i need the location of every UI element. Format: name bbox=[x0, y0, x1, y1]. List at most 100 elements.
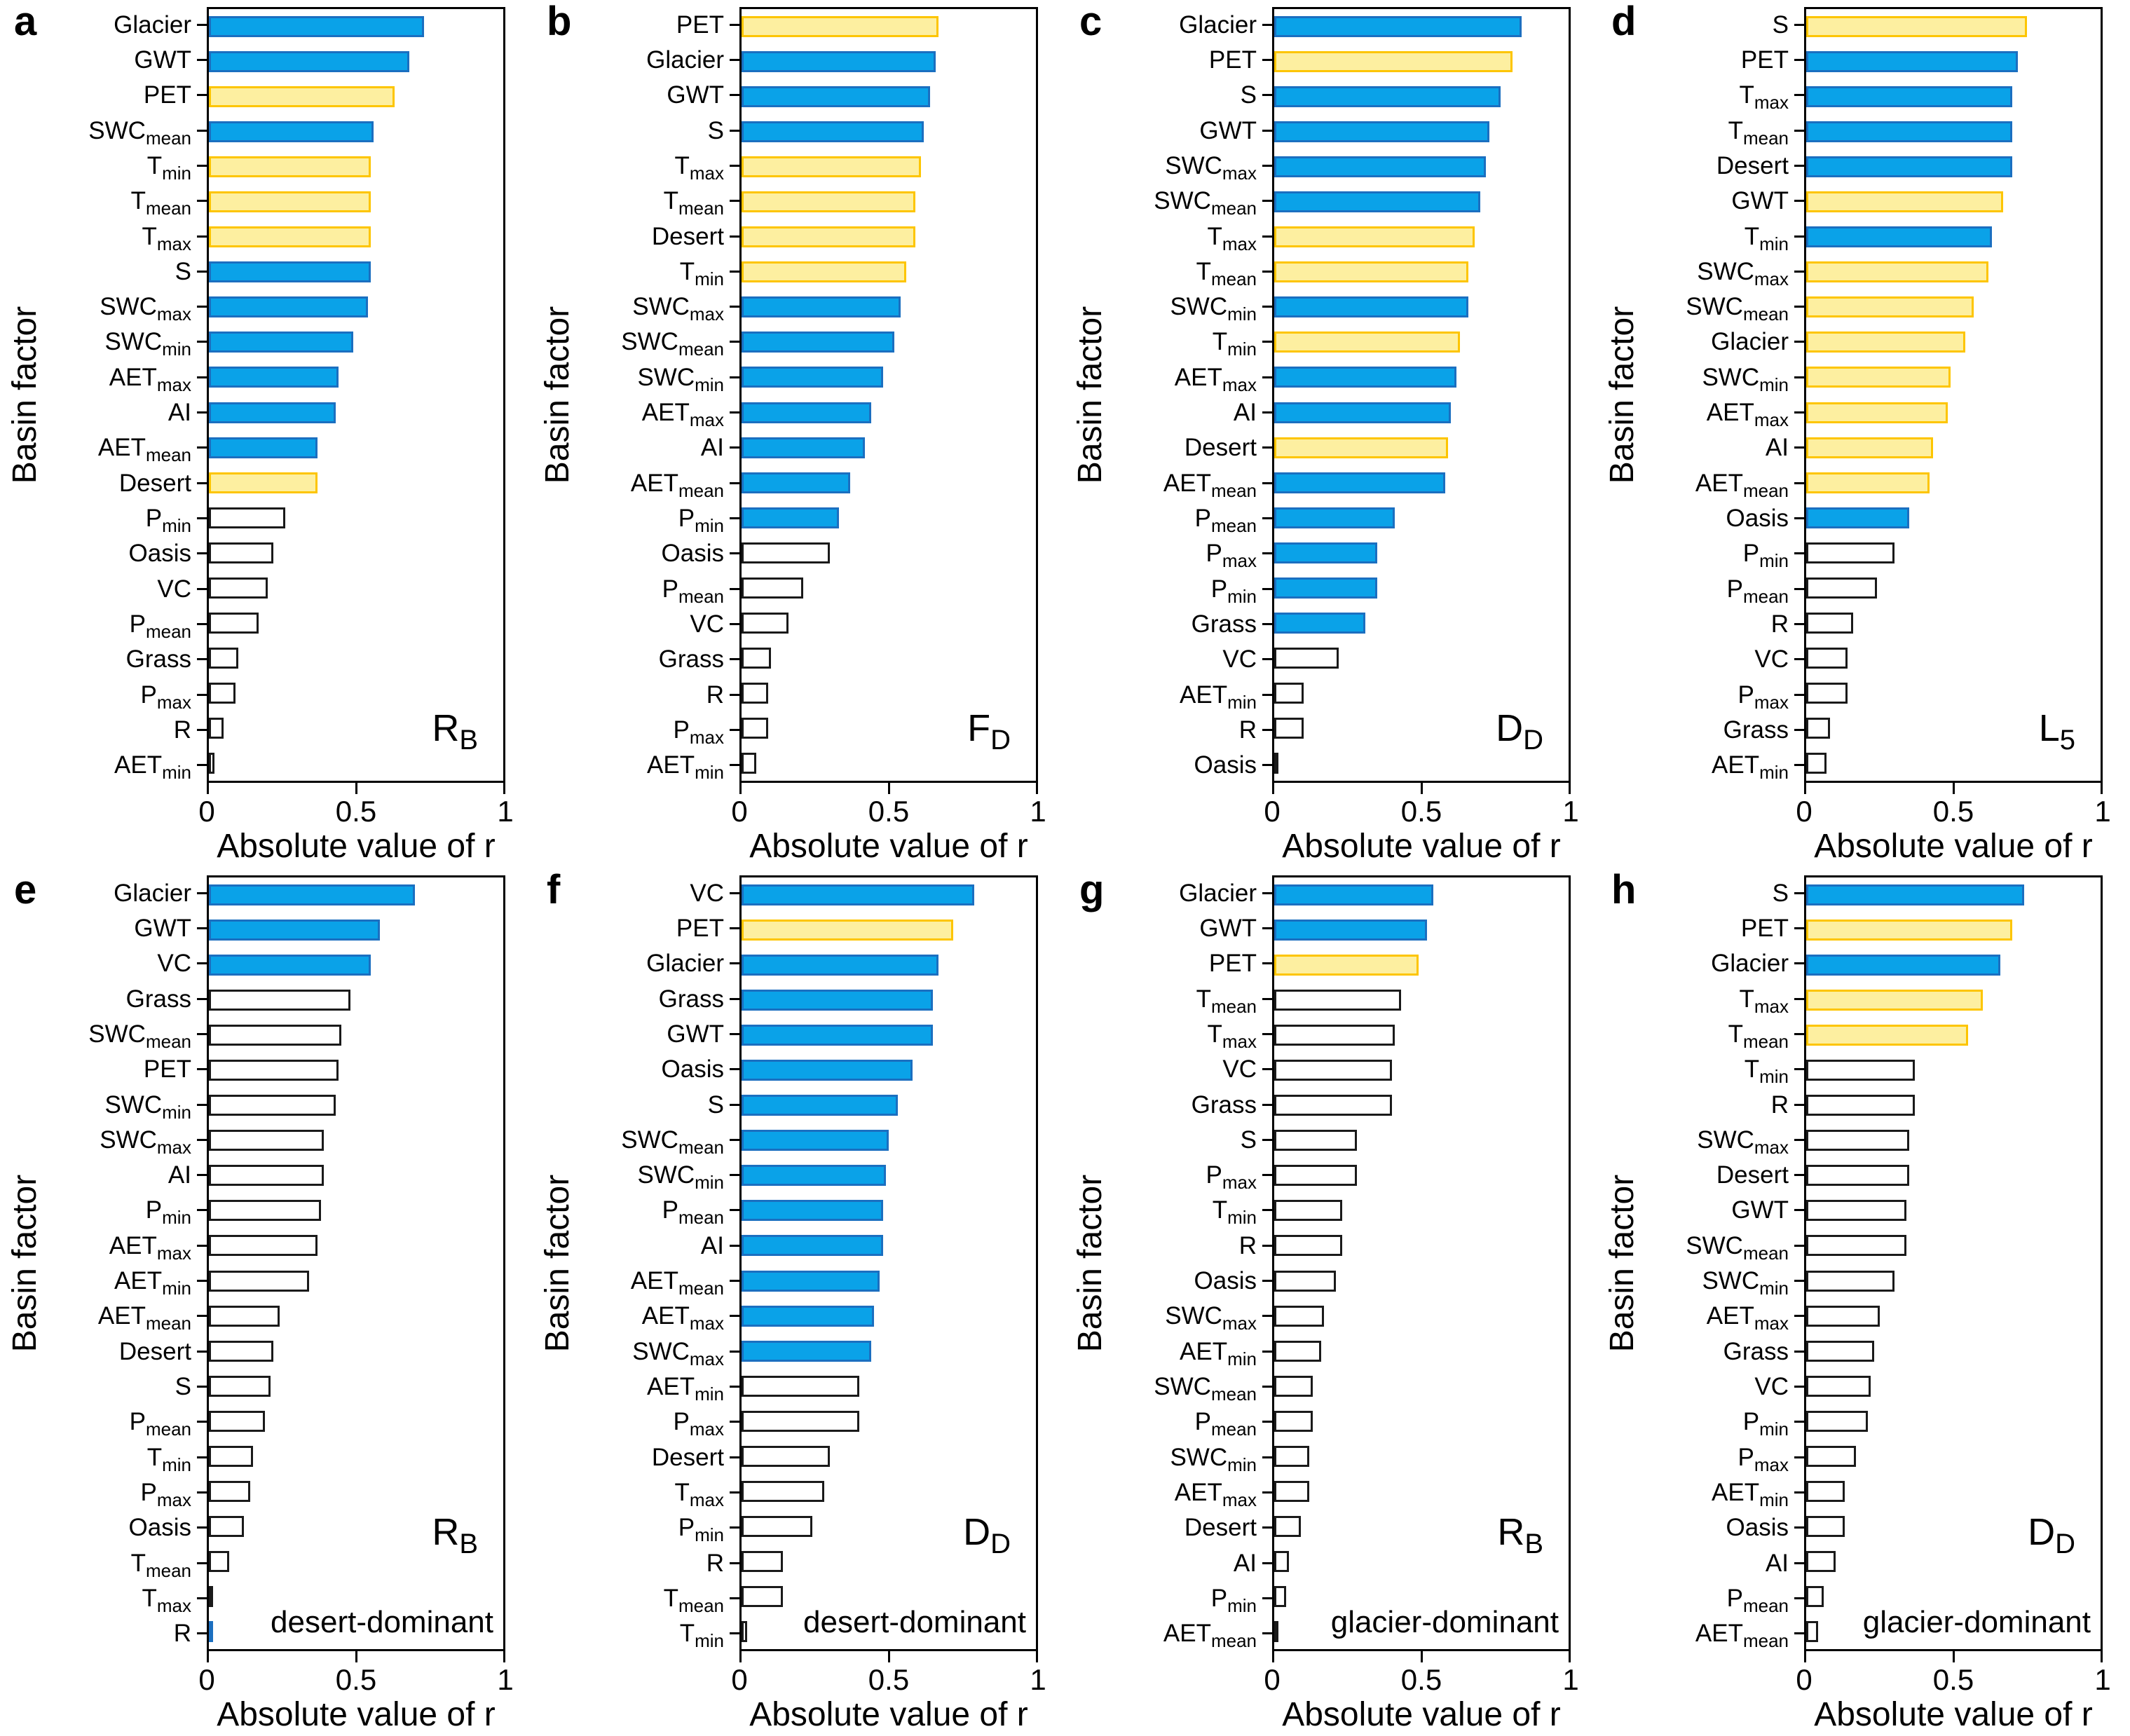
bar-row bbox=[1274, 1264, 1569, 1299]
bar-P-max bbox=[1274, 542, 1377, 563]
category-label: GWT bbox=[667, 1020, 724, 1048]
category-label-row: Glacier bbox=[1597, 946, 1804, 981]
x-tick-label: 1 bbox=[497, 1663, 514, 1696]
bar-row bbox=[209, 1439, 503, 1474]
bar-row bbox=[209, 570, 503, 606]
category-label-row: Tmean bbox=[1597, 1016, 1804, 1051]
bar-row bbox=[1274, 1158, 1569, 1193]
category-label-row: PET bbox=[533, 910, 739, 945]
category-label-row: Grass bbox=[1065, 606, 1272, 641]
category-label: SWCmean bbox=[1154, 187, 1257, 219]
category-label-row: S bbox=[533, 113, 739, 148]
bar-AET-min bbox=[209, 753, 215, 774]
y-tick-mark bbox=[730, 270, 739, 273]
bar-T-mean bbox=[742, 1585, 783, 1607]
bar-row bbox=[209, 1053, 503, 1088]
bar-AET-max bbox=[742, 402, 871, 423]
bar-row bbox=[742, 1509, 1036, 1544]
category-label-row: AI bbox=[1597, 430, 1804, 465]
y-tick-mark bbox=[197, 1597, 207, 1599]
category-label-row: PET bbox=[1597, 910, 1804, 945]
y-tick-mark bbox=[197, 341, 207, 343]
bar-row bbox=[1806, 641, 2101, 676]
bar-row bbox=[209, 395, 503, 430]
category-label: Tmean bbox=[663, 187, 724, 219]
y-tick-mark bbox=[197, 200, 207, 203]
plot-area: DD bbox=[1272, 7, 1571, 783]
bar-row bbox=[742, 535, 1036, 570]
x-tick-mark bbox=[1036, 783, 1038, 794]
category-label: AETmin bbox=[1712, 1478, 1789, 1510]
bar-row bbox=[742, 254, 1036, 289]
bar-Oasis bbox=[742, 542, 830, 563]
bar-Glacier bbox=[1274, 884, 1433, 906]
bar-GWT bbox=[742, 1025, 933, 1046]
bar-row bbox=[1274, 535, 1569, 570]
bar-P-mean bbox=[742, 577, 804, 599]
category-label-row: S bbox=[0, 1369, 207, 1404]
category-label-row: AETmin bbox=[0, 748, 207, 783]
y-tick-mark bbox=[730, 764, 739, 767]
category-label: Pmax bbox=[1738, 681, 1789, 713]
bar-PET bbox=[1274, 955, 1419, 976]
x-tick-label: 0 bbox=[1796, 795, 1812, 828]
bar-AET-max bbox=[1274, 367, 1457, 388]
x-tick-label: 0 bbox=[1264, 1663, 1281, 1696]
bar-AI bbox=[209, 1165, 324, 1187]
bar-AI bbox=[1274, 1550, 1289, 1572]
category-label-row: GWT bbox=[533, 1016, 739, 1051]
category-label-row: Pmin bbox=[1597, 536, 1804, 571]
y-tick-mark bbox=[197, 1491, 207, 1494]
category-label: AI bbox=[700, 434, 724, 462]
bar-row bbox=[1806, 1123, 2101, 1158]
category-label-row: S bbox=[1065, 78, 1272, 113]
category-label: Tmean bbox=[1728, 1020, 1789, 1052]
bar-AET-mean bbox=[742, 472, 851, 493]
bar-T-min bbox=[209, 156, 371, 178]
bar-Grass bbox=[1274, 1095, 1392, 1116]
category-label-row: S bbox=[1065, 1122, 1272, 1157]
bar-AET-max bbox=[742, 1305, 874, 1327]
category-label-row: SWCmean bbox=[533, 324, 739, 360]
y-tick-mark bbox=[1262, 962, 1272, 965]
category-label-row: Tmax bbox=[1597, 78, 1804, 113]
bar-P-min bbox=[1806, 1410, 1869, 1432]
bar-SWC-max bbox=[742, 296, 901, 318]
category-label-row: AETmean bbox=[0, 1299, 207, 1334]
category-label: AETmax bbox=[109, 1231, 191, 1264]
bar-row bbox=[1806, 1088, 2101, 1123]
y-tick-mark bbox=[197, 94, 207, 97]
y-tick-mark bbox=[1262, 693, 1272, 696]
x-tick-label: 0 bbox=[198, 1663, 215, 1696]
panel-letter: e bbox=[14, 867, 37, 913]
category-label-row: Glacier bbox=[1597, 324, 1804, 360]
bar-SWC-mean bbox=[1274, 1375, 1313, 1397]
bar-T-mean bbox=[209, 191, 371, 213]
bar-Desert bbox=[1806, 156, 2012, 178]
bar-rows bbox=[209, 9, 503, 781]
bar-R bbox=[209, 1621, 213, 1642]
category-label-row: Pmin bbox=[533, 500, 739, 535]
y-tick-mark bbox=[1794, 1526, 1804, 1529]
category-label-row: Pmean bbox=[1065, 1404, 1272, 1440]
bar-Desert bbox=[742, 1445, 830, 1467]
bar-row bbox=[1806, 1334, 2101, 1369]
category-label-row: VC bbox=[533, 875, 739, 910]
category-label: AETmin bbox=[1712, 751, 1789, 784]
category-label: S bbox=[175, 257, 191, 285]
bar-P-min bbox=[1806, 542, 1895, 563]
category-label-row: Pmax bbox=[533, 712, 739, 747]
bar-PET bbox=[209, 1060, 339, 1081]
category-label: Pmax bbox=[140, 1478, 191, 1510]
category-label: GWT bbox=[1731, 187, 1789, 215]
bar-row bbox=[209, 1579, 503, 1614]
x-tick-mark bbox=[207, 1651, 209, 1662]
y-tick-mark bbox=[1794, 1174, 1804, 1177]
y-tick-mark bbox=[197, 306, 207, 308]
bar-row bbox=[1806, 465, 2101, 500]
category-label: SWCmin bbox=[104, 328, 191, 360]
y-tick-mark bbox=[730, 411, 739, 414]
y-tick-mark bbox=[1262, 517, 1272, 520]
bar-row bbox=[209, 1614, 503, 1649]
